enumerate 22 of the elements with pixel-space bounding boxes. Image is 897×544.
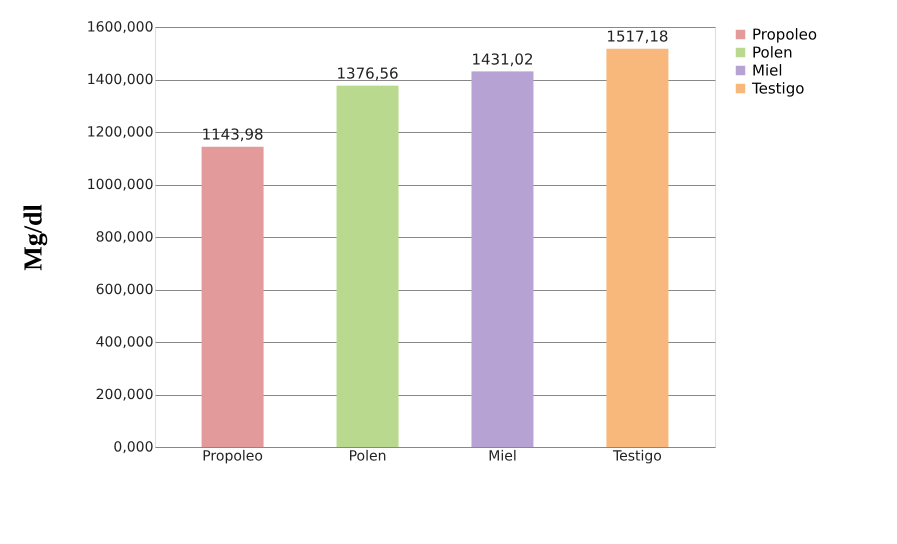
x-tick-label: Testigo	[612, 448, 662, 464]
y-tick-label: 1600,000	[86, 20, 154, 36]
data-label: 1143,98	[202, 126, 264, 144]
data-label: 1517,18	[606, 28, 668, 46]
y-axis-title: Mg/dl	[18, 204, 48, 271]
y-tick-label: 1000,000	[86, 177, 154, 193]
y-tick-label: 800,000	[96, 230, 154, 246]
y-tick-label: 1200,000	[86, 124, 154, 140]
y-tick-label: 600,000	[96, 282, 154, 298]
legend-label: Propoleo	[752, 26, 818, 44]
y-tick-label: 200,000	[96, 387, 154, 403]
x-tick-label: Polen	[348, 448, 386, 464]
data-label: 1376,56	[336, 64, 399, 83]
data-label: 1431,02	[471, 50, 534, 68]
x-tick-label: Propoleo	[202, 448, 263, 464]
y-tick-label: 400,000	[96, 334, 154, 350]
legend-label: Polen	[752, 44, 793, 62]
y-tick-label: 0,000	[113, 440, 154, 456]
y-tick-label: 1400,000	[86, 72, 154, 88]
x-tick-label: Miel	[488, 448, 517, 464]
legend-label: Miel	[752, 62, 783, 80]
legend-label: Testigo	[751, 80, 804, 98]
